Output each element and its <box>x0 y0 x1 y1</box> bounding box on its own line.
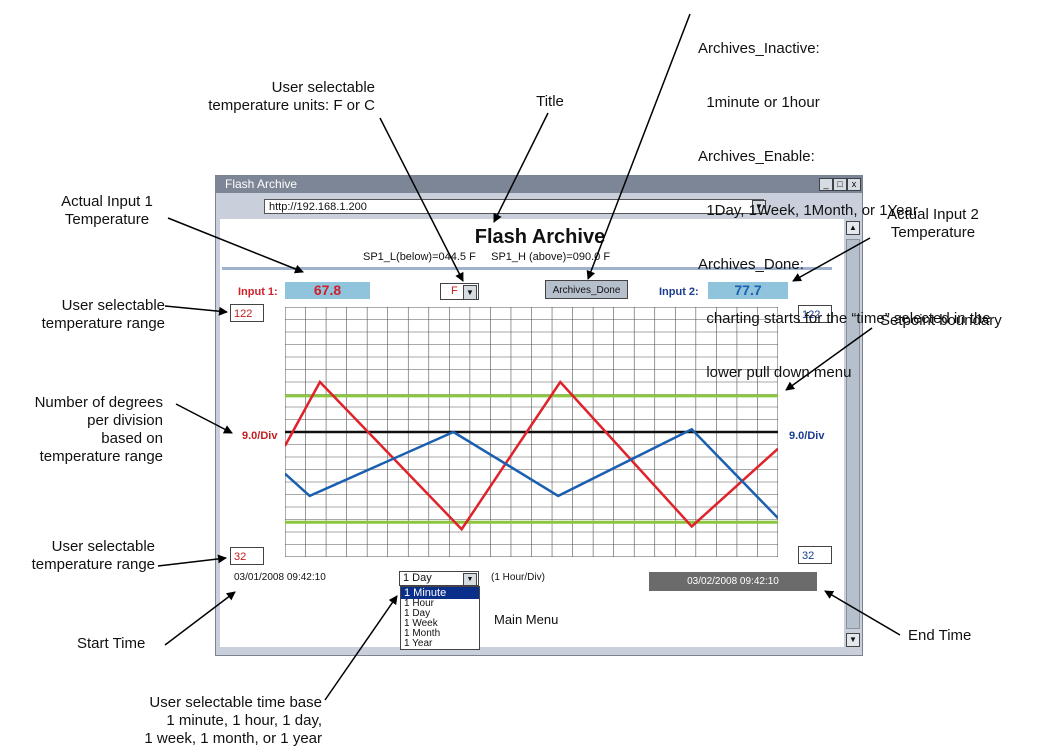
time-option[interactable]: 1 Minute <box>401 587 479 599</box>
unit-select[interactable]: F ▼ <box>440 283 479 300</box>
arrow-input2 <box>792 237 871 282</box>
annotation-range-bottom: User selectable temperature range <box>31 538 155 573</box>
annotation-input1: Actual Input 1 Temperature <box>61 193 153 228</box>
window-title: Flash Archive <box>225 177 298 191</box>
temperature-chart <box>285 307 778 557</box>
input2-value: 77.7 <box>708 282 788 299</box>
div-right-label: 9.0/Div <box>789 430 825 442</box>
arrow-range-bottom <box>157 554 227 567</box>
time-per-division: (1 Hour/Div) <box>491 572 545 583</box>
vertical-scrollbar[interactable]: ▲ ▼ <box>844 219 862 647</box>
time-base-options: 1 Minute 1 Hour 1 Day 1 Week 1 Month 1 Y… <box>400 586 480 650</box>
annotation-input2: Actual Input 2 Temperature <box>887 206 979 241</box>
main-menu-link[interactable]: Main Menu <box>494 612 559 627</box>
setpoint-readout: SP1_L(below)=044.5 F SP1_H (above)=090.0… <box>363 251 611 263</box>
minimize-button[interactable]: _ <box>819 178 833 191</box>
time-option[interactable]: 1 Day <box>404 608 431 619</box>
end-time: 03/02/2008 09:42:10 <box>649 572 817 591</box>
annotation-title: Title <box>536 93 564 110</box>
div-left-label: 9.0/Div <box>242 430 278 442</box>
arrow-degrees <box>175 403 233 434</box>
scrollbar-thumb[interactable] <box>846 239 860 629</box>
archives-button[interactable]: Archives_Done <box>545 280 628 299</box>
range-bottom-left-input[interactable]: 32 <box>230 547 264 565</box>
chevron-down-icon[interactable]: ▼ <box>463 285 477 300</box>
arrow-archives <box>586 13 691 280</box>
range-top-left-input[interactable]: 122 <box>230 304 264 322</box>
input1-label: Input 1: <box>238 286 278 298</box>
arrow-start-time <box>164 591 236 646</box>
address-bar: http://192.168.1.200 ▼ <box>216 193 862 219</box>
input2-series-line <box>285 427 778 519</box>
annotation-units: User selectable temperature units: F or … <box>208 79 375 114</box>
arrow-range-top <box>164 305 228 316</box>
annotation-end-time: End Time <box>908 627 972 644</box>
range-bottom-right-input[interactable]: 32 <box>798 546 832 564</box>
input1-series-line <box>285 379 778 532</box>
arrow-title <box>493 112 549 223</box>
arrow-time-base <box>324 595 398 701</box>
close-button[interactable]: x <box>847 178 861 191</box>
arrow-input1 <box>167 217 304 274</box>
scroll-down-icon[interactable]: ▼ <box>846 633 860 647</box>
start-time: 03/01/2008 09:42:10 <box>234 572 326 583</box>
header-divider <box>222 267 832 270</box>
range-top-right-input[interactable]: 122 <box>798 305 832 323</box>
unit-select-value: F <box>451 285 458 297</box>
time-base-select[interactable]: 1 Day ▼ <box>399 571 479 586</box>
input1-value: 67.8 <box>285 282 370 299</box>
annotation-time-base: User selectable time base 1 minute, 1 ho… <box>144 694 322 747</box>
time-option[interactable]: 1 Month <box>404 628 441 639</box>
status-bar <box>216 647 862 655</box>
annotation-degrees: Number of degrees per division based on … <box>34 394 163 465</box>
chart-grid <box>285 307 778 557</box>
arrow-setpoint <box>785 327 873 391</box>
arrow-units <box>379 117 464 282</box>
maximize-button[interactable]: □ <box>833 178 847 191</box>
arrow-end-time <box>824 590 901 636</box>
annotation-setpoint: Setpoint boundary <box>880 312 1002 329</box>
scroll-up-icon[interactable]: ▲ <box>846 221 860 235</box>
chart-marks <box>285 379 778 532</box>
annotation-archives: Archives_Inactive: 1minute or 1hour Arch… <box>698 40 991 381</box>
window-titlebar: Flash Archive _ □ x <box>216 176 862 193</box>
time-option[interactable]: 1 Week <box>404 618 438 629</box>
annotation-range-top: User selectable temperature range <box>41 297 165 332</box>
time-option[interactable]: 1 Hour <box>404 598 435 609</box>
chevron-down-icon[interactable]: ▼ <box>463 573 477 586</box>
time-base-value: 1 Day <box>403 572 432 584</box>
url-dropdown-icon[interactable]: ▼ <box>752 200 766 214</box>
time-option[interactable]: 1 Year <box>404 638 433 649</box>
input2-label: Input 2: <box>659 286 699 298</box>
annotation-start-time: Start Time <box>77 635 146 652</box>
page-title: Flash Archive <box>474 226 606 248</box>
